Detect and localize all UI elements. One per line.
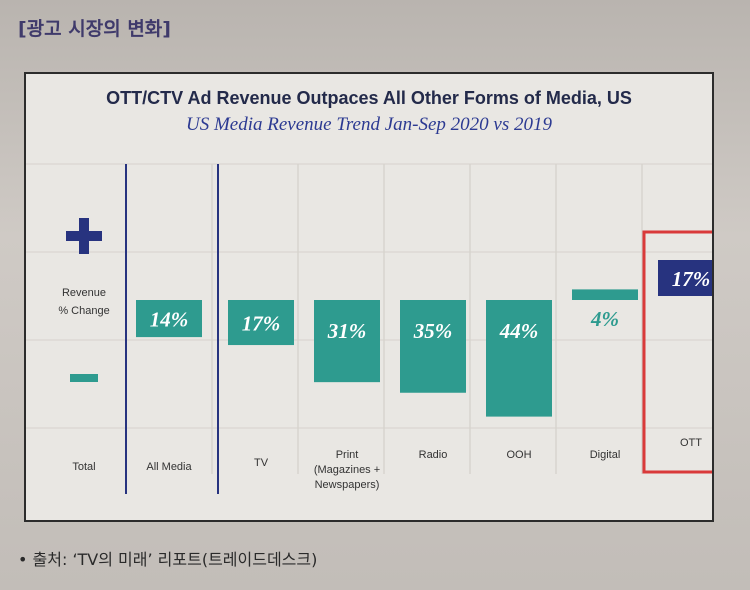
category-label: (Magazines +	[314, 464, 380, 476]
bar	[572, 289, 638, 300]
highlight-box	[642, 230, 712, 474]
source-footnote: • 출처: ‘TV의 미래’ 리포트(트레이드데스크)	[18, 550, 318, 569]
value-label: 44%	[499, 319, 539, 343]
bar	[400, 300, 466, 393]
category-label: TV	[254, 457, 269, 469]
value-label: 14%	[150, 308, 189, 332]
minus-symbol	[70, 374, 98, 382]
ylabel-line: % Change	[58, 305, 109, 317]
total-label: Total	[72, 461, 95, 473]
category-label: OOH	[506, 449, 531, 461]
bar	[658, 260, 712, 296]
value-label: 31%	[327, 319, 367, 343]
category-label: Digital	[590, 449, 621, 461]
bar	[314, 300, 380, 383]
bar	[228, 300, 294, 346]
ylabel-line: Revenue	[62, 287, 106, 299]
category-label: Newspapers)	[315, 479, 380, 491]
plus-symbol-vertical	[79, 218, 89, 254]
chart-card: OTT/CTV Ad Revenue Outpaces All Other Fo…	[24, 72, 714, 522]
category-label: Radio	[419, 449, 448, 461]
value-label: 4%	[590, 307, 619, 331]
category-label: OTT	[680, 437, 702, 449]
value-label: 17%	[672, 267, 711, 291]
value-label: 35%	[413, 319, 453, 343]
category-label: Print	[336, 449, 359, 461]
bar-chart: Revenue % Change Total 14% All Media 17% TV 31%…	[26, 163, 712, 494]
value-label: 17%	[242, 312, 281, 336]
chart-subtitle: US Media Revenue Trend Jan-Sep 2020 vs 2…	[185, 114, 552, 135]
bar	[486, 300, 552, 417]
chart-title: OTT/CTV Ad Revenue Outpaces All Other Fo…	[106, 88, 632, 108]
bar	[136, 300, 202, 338]
section-heading: [광고 시장의 변화]	[18, 18, 171, 40]
category-label: All Media	[146, 461, 192, 473]
